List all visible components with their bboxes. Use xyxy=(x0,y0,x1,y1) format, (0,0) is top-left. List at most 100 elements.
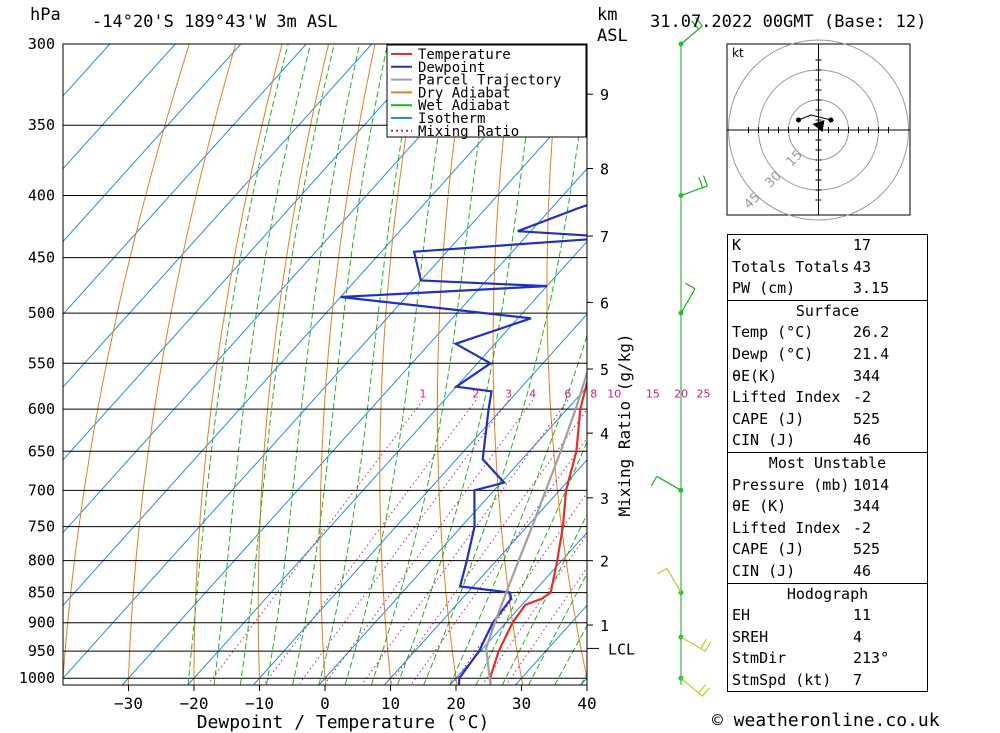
index-value: 11 xyxy=(853,606,872,625)
index-row: StmSpd (kt) 7 xyxy=(728,670,927,692)
wind-barbs xyxy=(650,17,712,697)
legend-box xyxy=(386,44,587,138)
index-row: SREH 4 xyxy=(728,627,927,649)
pressure-tick-label: 650 xyxy=(28,442,55,460)
legend-label: Dewpoint xyxy=(418,60,485,76)
index-label: PW (cm) xyxy=(732,279,796,298)
index-row: Pressure (mb) 1014 xyxy=(728,475,927,497)
pressure-tick-label: 800 xyxy=(28,552,55,570)
profiles xyxy=(340,44,587,685)
wind-barb-flag xyxy=(702,175,708,187)
most-unstable-indices: Pressure (mb) 1014 θE (K) 344 Lifted Index -2… xyxy=(728,475,927,583)
hpa-unit-label: hPa xyxy=(30,5,61,25)
index-label: CIN (J) xyxy=(732,431,796,450)
index-row: CAPE (J) 525 xyxy=(728,409,927,431)
index-row: CAPE (J) 525 xyxy=(728,539,927,561)
wet-adiabat-line xyxy=(501,513,587,685)
legend-label: Wet Adiabat xyxy=(418,98,511,114)
temperature-tick-label: 10 xyxy=(381,694,400,713)
index-row: StmDir 213° xyxy=(728,648,927,670)
isotherm-line xyxy=(63,44,569,607)
index-row: θE (K) 344 xyxy=(728,496,927,518)
isotherm-line xyxy=(122,168,587,685)
mixing-ratio-label: 2 xyxy=(472,387,479,400)
dry-adiabat-line xyxy=(257,44,330,685)
mixing-ratio-label: 10 xyxy=(607,387,621,400)
wind-barb-shaft xyxy=(680,636,706,652)
mixing-ratio-label: 15 xyxy=(646,387,660,400)
dry-adiabat-line xyxy=(319,44,376,685)
isotherm-line xyxy=(449,531,587,685)
index-value: 17 xyxy=(853,236,872,254)
km-unit-label: km xyxy=(597,5,618,25)
wind-barb-flag xyxy=(691,20,700,30)
wet-adiabat-line xyxy=(318,44,419,685)
pressure-tick-label: 750 xyxy=(28,518,55,536)
wind-barb-flag xyxy=(657,567,668,575)
legend-label: Dry Adiabat xyxy=(418,85,511,101)
index-label: CAPE (J) xyxy=(732,409,805,428)
dry-adiabat-line xyxy=(379,44,422,685)
pressure-tick-label: 700 xyxy=(28,481,55,499)
pressure-tick-label: 1000 xyxy=(19,669,55,687)
index-row: Temp (°C) 26.2 xyxy=(728,322,927,344)
wind-barb-flag xyxy=(694,17,703,27)
background-lines xyxy=(63,44,1000,685)
wind-barb-shaft xyxy=(680,185,708,197)
dry-adiabat-line xyxy=(492,44,524,685)
index-value: -2 xyxy=(853,388,872,407)
profile-parcel-trajectory xyxy=(484,369,587,685)
wet-adiabat-line xyxy=(266,44,361,685)
index-value: -2 xyxy=(853,518,872,537)
dry-adiabat-line xyxy=(193,44,283,685)
index-row: θE(K) 344 xyxy=(728,366,927,388)
index-label: StmSpd (kt) xyxy=(732,670,832,689)
temperature-tick-label: 20 xyxy=(446,694,465,713)
wind-barb-flag xyxy=(700,638,707,649)
wind-barb-flag xyxy=(685,282,696,290)
index-value: 7 xyxy=(853,670,863,689)
mixing-ratio-line xyxy=(264,400,477,684)
pressure-tick-label: 950 xyxy=(28,642,55,660)
wet-adiabat-line xyxy=(239,44,335,685)
dry-adiabat-line xyxy=(63,44,190,685)
index-value: 1014 xyxy=(853,475,890,494)
index-row: Dewp (°C) 21.4 xyxy=(728,344,927,366)
wind-barb-flag xyxy=(698,177,704,188)
isotherm-line xyxy=(318,386,587,685)
index-label: EH xyxy=(732,606,751,625)
isotherm-line xyxy=(63,44,176,170)
index-value: 43 xyxy=(853,257,872,276)
index-label: CIN (J) xyxy=(732,561,796,580)
mixing-ratio-label: 8 xyxy=(590,387,597,400)
pressure-tick-label: 400 xyxy=(28,187,55,205)
pressure-tick-label: 500 xyxy=(28,304,55,322)
dry-adiabat-line xyxy=(932,44,1000,685)
km-tick-label: 1 xyxy=(600,617,609,635)
asl-unit-label: ASL xyxy=(597,26,628,46)
index-label: CAPE (J) xyxy=(732,540,805,559)
dry-adiabat-line xyxy=(546,44,587,681)
legend-label: Isotherm xyxy=(418,111,485,127)
index-label: SREH xyxy=(732,627,769,646)
dry-adiabat-line xyxy=(979,44,1000,685)
mixing-ratio-label: 6 xyxy=(564,387,571,400)
km-tick-label: 8 xyxy=(600,161,609,179)
index-value: 46 xyxy=(853,431,872,450)
index-value: 46 xyxy=(853,561,872,580)
isobars: 300 350 400 450 500 550 600 650 700 750 800 850 900 9… xyxy=(19,35,587,687)
dry-adiabat-line xyxy=(650,44,720,685)
isotherm-line xyxy=(63,44,504,534)
index-label: θE(K) xyxy=(732,366,778,385)
wind-barb-shaft xyxy=(666,568,682,593)
profile-dewpoint xyxy=(340,44,587,685)
index-label: Lifted Index xyxy=(732,518,841,537)
hodograph-point xyxy=(796,117,801,123)
pressure-tick-label: 900 xyxy=(28,614,55,632)
copyright-text: © weatheronline.co.uk xyxy=(712,710,940,731)
datetime-title: 31.07.2022 00GMT (Base: 12) xyxy=(650,12,927,32)
wind-barb-shaft xyxy=(680,677,703,697)
index-value: 21.4 xyxy=(853,344,890,363)
pressure-tick-label: 850 xyxy=(28,584,55,602)
